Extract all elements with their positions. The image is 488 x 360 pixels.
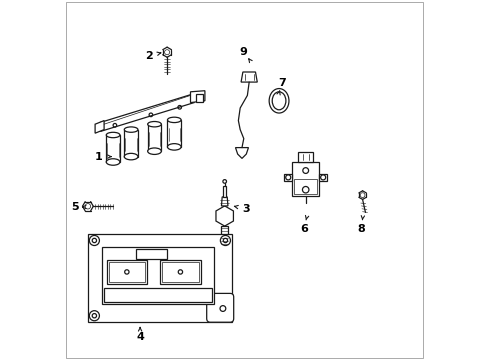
Polygon shape <box>190 91 204 103</box>
Circle shape <box>320 175 325 180</box>
Polygon shape <box>106 260 146 284</box>
Polygon shape <box>88 234 231 322</box>
Polygon shape <box>216 206 233 226</box>
Circle shape <box>92 314 96 318</box>
Ellipse shape <box>268 89 288 113</box>
Bar <box>147 124 161 151</box>
Bar <box>294 179 316 194</box>
Text: 5: 5 <box>71 202 78 212</box>
Bar <box>221 226 227 246</box>
Text: 9: 9 <box>239 47 247 57</box>
Circle shape <box>302 168 308 174</box>
Circle shape <box>223 180 226 183</box>
Polygon shape <box>102 247 213 304</box>
Polygon shape <box>235 148 248 158</box>
Circle shape <box>89 235 99 246</box>
Text: 1: 1 <box>95 152 102 162</box>
Circle shape <box>89 311 99 321</box>
Bar <box>104 288 212 302</box>
Polygon shape <box>284 174 292 181</box>
Polygon shape <box>95 121 104 133</box>
Polygon shape <box>319 174 326 181</box>
Text: 8: 8 <box>357 224 365 234</box>
Circle shape <box>285 175 290 180</box>
Text: 3: 3 <box>242 204 249 214</box>
Ellipse shape <box>167 144 181 150</box>
Text: 2: 2 <box>145 51 153 61</box>
Text: 4: 4 <box>136 332 144 342</box>
Polygon shape <box>292 162 319 196</box>
Ellipse shape <box>124 127 138 132</box>
Ellipse shape <box>124 153 138 160</box>
Ellipse shape <box>147 122 161 127</box>
Bar <box>196 94 203 102</box>
Circle shape <box>220 306 225 311</box>
Bar <box>124 130 138 157</box>
Polygon shape <box>160 260 200 284</box>
Circle shape <box>223 238 227 243</box>
Circle shape <box>302 186 308 193</box>
Polygon shape <box>221 197 227 206</box>
Bar <box>167 120 181 147</box>
Polygon shape <box>101 94 194 131</box>
Circle shape <box>220 235 230 246</box>
Circle shape <box>220 311 230 321</box>
Ellipse shape <box>106 159 120 165</box>
Bar <box>106 135 120 162</box>
Polygon shape <box>241 72 257 82</box>
Text: 6: 6 <box>299 224 307 234</box>
Ellipse shape <box>106 132 120 138</box>
Text: 7: 7 <box>278 78 285 88</box>
Bar <box>136 249 167 259</box>
FancyBboxPatch shape <box>206 293 233 322</box>
Ellipse shape <box>272 92 285 110</box>
Ellipse shape <box>167 117 181 122</box>
Circle shape <box>92 238 96 243</box>
Ellipse shape <box>147 148 161 154</box>
Polygon shape <box>223 186 226 197</box>
Bar <box>108 262 145 282</box>
Circle shape <box>223 314 227 318</box>
Bar <box>162 262 198 282</box>
Bar <box>298 152 313 162</box>
